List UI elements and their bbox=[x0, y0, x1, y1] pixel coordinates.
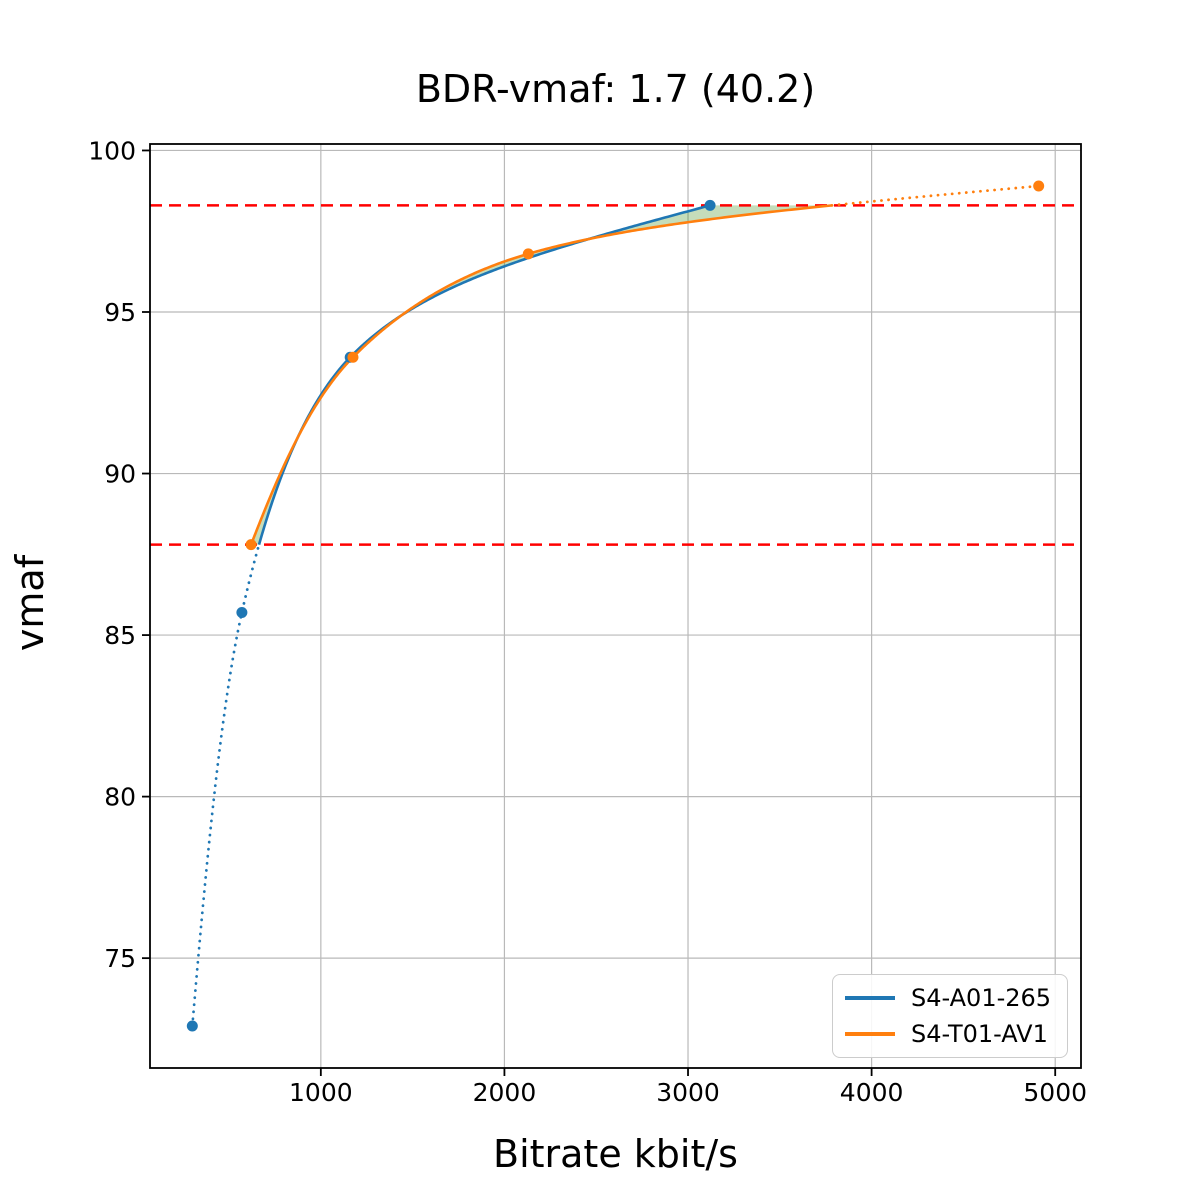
legend-label-series-1: S4-T01-AV1 bbox=[911, 1020, 1048, 1048]
series-curve-solid bbox=[257, 204, 711, 545]
legend-item: S4-A01-265 bbox=[845, 983, 1055, 1013]
x-tick-label: 5000 bbox=[1023, 1078, 1087, 1107]
legend-item: S4-T01-AV1 bbox=[845, 1019, 1055, 1049]
x-tick-label: 2000 bbox=[473, 1078, 537, 1107]
series-curve-dotted bbox=[830, 184, 1041, 207]
series-curve-solid bbox=[249, 204, 833, 546]
series-curve-dotted bbox=[190, 543, 261, 1028]
data-point-marker bbox=[236, 606, 248, 618]
x-tick-label: 4000 bbox=[840, 1078, 904, 1107]
data-point-marker bbox=[522, 248, 534, 260]
legend-line-swatch-series-1 bbox=[845, 1032, 895, 1036]
x-axis-label: Bitrate kbit/s bbox=[493, 1132, 738, 1176]
data-point-marker bbox=[1033, 180, 1045, 192]
x-tick-label: 3000 bbox=[656, 1078, 720, 1107]
axes-spines bbox=[149, 143, 1082, 1069]
x-tick-label: 1000 bbox=[289, 1078, 353, 1107]
legend: S4-A01-265 S4-T01-AV1 bbox=[832, 974, 1068, 1058]
y-tick-label: 95 bbox=[104, 298, 136, 327]
data-point-marker bbox=[186, 1020, 198, 1032]
chart-title: BDR-vmaf: 1.7 (40.2) bbox=[415, 67, 816, 111]
legend-label-series-0: S4-A01-265 bbox=[911, 984, 1052, 1012]
data-point-marker bbox=[245, 539, 257, 551]
y-tick-label: 85 bbox=[104, 621, 136, 650]
y-tick-label: 90 bbox=[104, 460, 136, 489]
y-tick-label: 80 bbox=[104, 783, 136, 812]
data-point-marker bbox=[704, 199, 716, 211]
y-tick-label: 75 bbox=[104, 944, 136, 973]
legend-line-swatch-series-0 bbox=[845, 996, 895, 1000]
y-tick-label: 100 bbox=[88, 136, 136, 165]
data-point-marker bbox=[347, 351, 359, 363]
